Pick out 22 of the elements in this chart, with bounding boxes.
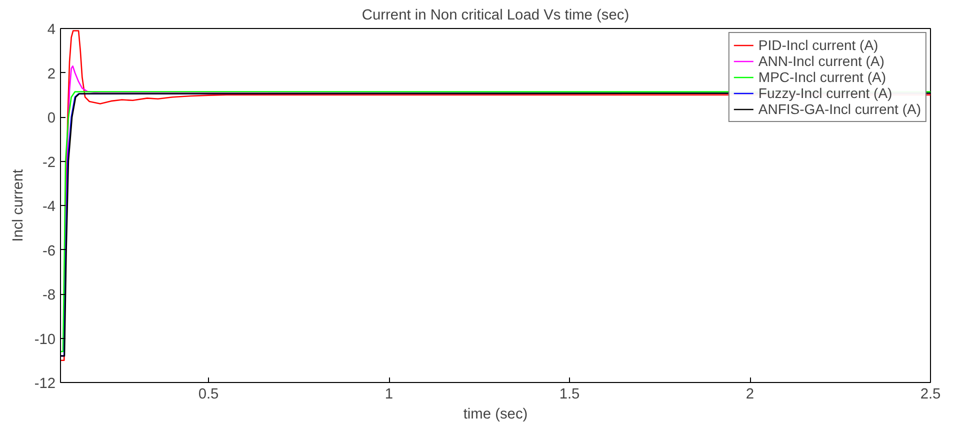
y-tick-label: -4 xyxy=(42,199,56,215)
y-tick-label: -12 xyxy=(34,376,56,392)
legend-label: PID-Incl current (A) xyxy=(758,37,878,53)
y-axis-title: Incl current xyxy=(10,169,26,242)
x-tick-label: 2.5 xyxy=(920,386,941,402)
legend-label: MPC-Incl current (A) xyxy=(758,69,886,85)
legend-label: ANN-Incl current (A) xyxy=(758,53,884,69)
x-tick-label: 1.5 xyxy=(559,386,580,402)
x-tick-label: 1 xyxy=(384,386,394,402)
y-tick-label: -8 xyxy=(42,288,56,304)
y-tick-label: -6 xyxy=(42,243,56,260)
y-tick-label: -2 xyxy=(42,154,56,171)
x-tick-label: 2 xyxy=(746,386,754,402)
x-axis-title: time (sec) xyxy=(463,406,528,422)
y-tick-label: 0 xyxy=(47,110,56,126)
y-tick-label: -10 xyxy=(34,332,56,348)
y-tick-label: 4 xyxy=(47,22,56,38)
legend-label: ANFIS-GA-Incl current (A) xyxy=(758,101,921,117)
chart-title: Current in Non critical Load Vs time (sec) xyxy=(362,8,630,24)
legend-label: Fuzzy-Incl current (A) xyxy=(758,85,892,101)
y-tick-label: 2 xyxy=(47,66,56,82)
x-tick-label: 0.5 xyxy=(198,386,219,402)
